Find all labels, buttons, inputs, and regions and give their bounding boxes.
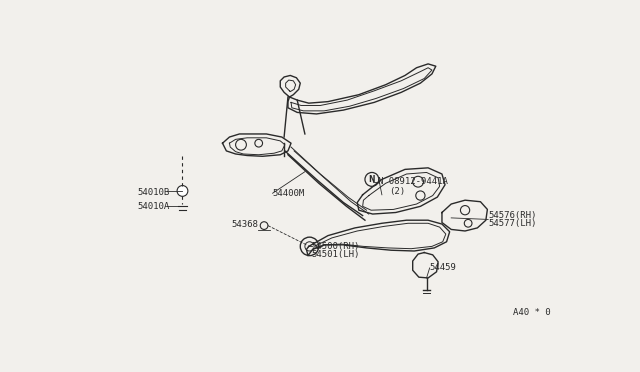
Text: 54501(LH): 54501(LH) (312, 250, 360, 259)
Text: 54400M: 54400M (273, 189, 305, 198)
Text: 54577(LH): 54577(LH) (488, 219, 536, 228)
Text: 54010A: 54010A (138, 202, 170, 211)
Text: 54576(RH): 54576(RH) (488, 211, 536, 220)
Text: 54459: 54459 (429, 263, 456, 272)
Text: 54010B: 54010B (138, 188, 170, 197)
Text: N: N (369, 175, 375, 184)
Text: 54368: 54368 (232, 219, 259, 228)
Text: (2): (2) (390, 187, 406, 196)
Text: 54500(RH): 54500(RH) (312, 242, 360, 251)
Text: N 08912-9441A: N 08912-9441A (378, 177, 448, 186)
Circle shape (177, 186, 188, 196)
Text: A40 * 0: A40 * 0 (513, 308, 550, 317)
